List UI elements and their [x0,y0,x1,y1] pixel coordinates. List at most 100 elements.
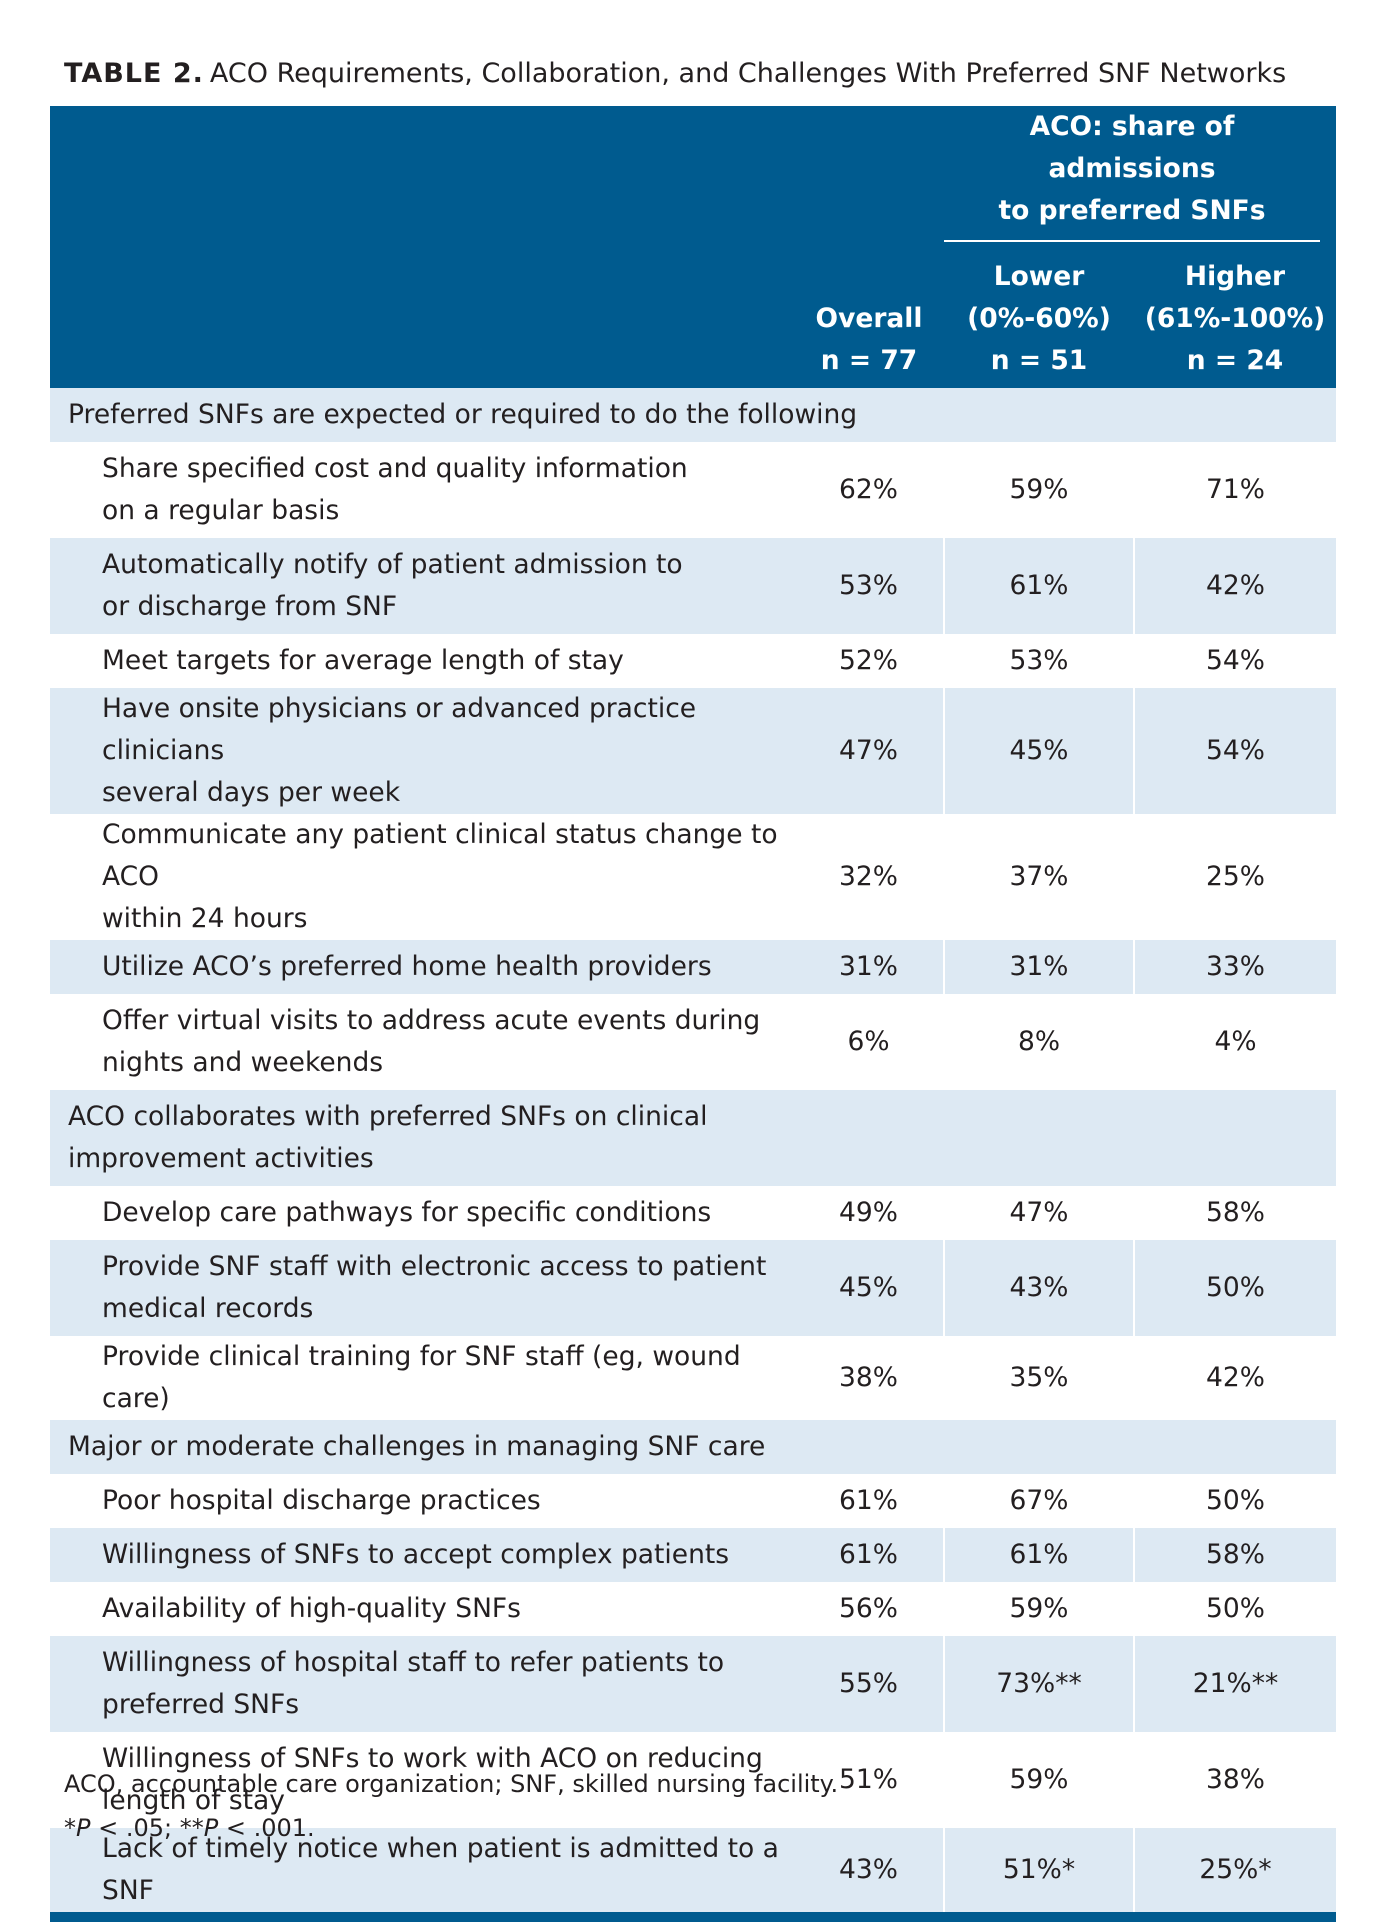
cell-overall: 31% [794,940,945,994]
section-title: Major or moderate challenges in managing… [50,1420,1336,1474]
cell-lower: 73%** [944,1636,1135,1732]
cell-lower: 61% [944,1528,1135,1582]
cell-overall: 45% [794,1240,945,1336]
cell-higher: 33% [1134,940,1336,994]
section-row: Major or moderate challenges in managing… [50,1420,1336,1474]
cell-higher: 50% [1134,1240,1336,1336]
cell-higher: 25% [1206,861,1265,892]
header-group-row: ACO: share of admissions to preferred SN… [50,106,1336,242]
table-row: Meet targets for average length of stay … [50,634,1336,688]
cell-higher: 58% [1206,1197,1265,1228]
footnotes: ACO, accountable care organization; SNF,… [64,1762,838,1850]
cell-lower: 53% [944,634,1135,688]
header-blank-overall [794,106,944,242]
row-label: Willingness of SNFs to accept complex pa… [50,1528,794,1582]
table-caption: TABLE 2. ACO Requirements, Collaboration,… [64,58,1286,89]
cell-lower: 59% [944,1582,1135,1636]
cell-overall: 32% [794,814,945,940]
row-label: Utilize ACO’s preferred home health prov… [50,940,794,994]
table-row: Provide SNF staff with electronic access… [50,1240,1336,1336]
table-row: Provide clinical training for SNF staff … [50,1336,1336,1420]
header-overall-n: n = 77 [820,345,918,376]
header-lower-n: n = 51 [990,345,1088,376]
row-label: Have onsite physicians or advanced pract… [50,688,794,814]
row-label: Provide SNF staff with electronic access… [50,1240,794,1336]
table-row: Automatically notify of patient admissio… [50,538,1336,634]
cell-lower: 45% [944,688,1135,814]
cell-lower: 37% [944,814,1135,940]
row-label: Share specified cost and quality informa… [102,453,688,526]
cell-higher: 21%** [1134,1636,1336,1732]
section-title: ACO collaborates with preferred SNFs on … [50,1090,1336,1186]
footnote-significance: *P < .05; **P < .001. [64,1814,315,1842]
footnote-abbreviations: ACO, accountable care organization; SNF,… [64,1770,839,1798]
table-row: Willingness of SNFs to work with ACO on … [50,1732,1336,1828]
header-group-line1: ACO: share of admissions [1029,111,1235,184]
row-label: Develop care pathways for specific condi… [102,1197,712,1228]
header-higher-range: (61%-100%) [1144,303,1326,334]
table-row: Offer virtual visits to address acute ev… [50,994,1336,1090]
bottom-rule-row [50,1912,1336,1922]
header-group-line2: to preferred SNFs [998,195,1266,226]
cell-lower: 31% [944,940,1135,994]
cell-lower: 51%* [944,1828,1135,1912]
cell-overall: 51% [794,1732,945,1828]
cell-overall: 53% [794,538,945,634]
cell-higher: 58% [1134,1528,1336,1582]
header-group: ACO: share of admissions to preferred SN… [944,106,1336,242]
table-row: Willingness of SNFs to accept complex pa… [50,1528,1336,1582]
row-label: Willingness of hospital staff to refer p… [50,1636,794,1732]
table-row: Willingness of hospital staff to refer p… [50,1636,1336,1732]
row-label: Offer virtual visits to address acute ev… [102,1005,761,1078]
cell-lower: 8% [944,994,1135,1090]
cell-higher: 42% [1134,538,1336,634]
header-label-blank [50,242,794,388]
header-higher-n: n = 24 [1186,345,1284,376]
cell-lower: 43% [944,1240,1135,1336]
table-row: Availability of high-quality SNFs 56% 59… [50,1582,1336,1636]
header-higher: Higher (61%-100%) n = 24 [1134,242,1336,388]
cell-overall: 56% [794,1582,945,1636]
header-lower: Lower (0%-60%) n = 51 [944,242,1134,388]
section-title: Preferred SNFs are expected or required … [50,388,1336,442]
cell-higher: 25%* [1134,1828,1336,1912]
cell-lower: 35% [944,1336,1135,1420]
cell-higher: 54% [1134,688,1336,814]
cell-overall: 62% [794,442,945,538]
row-label: Meet targets for average length of stay [102,645,624,676]
header-lower-title: Lower [993,261,1085,292]
section-row: ACO collaborates with preferred SNFs on … [50,1090,1336,1186]
table-row: Communicate any patient clinical status … [50,814,1336,940]
cell-overall: 38% [794,1336,945,1420]
table-row: Poor hospital discharge practices 61% 67… [50,1474,1336,1528]
cell-lower: 59% [944,1732,1135,1828]
cell-higher: 50% [1206,1485,1265,1516]
header-overall: Overall n = 77 [794,242,944,388]
cell-higher: 42% [1206,1362,1265,1393]
cell-higher: 54% [1206,645,1265,676]
table-row: Share specified cost and quality informa… [50,442,1336,538]
cell-overall: 52% [794,634,945,688]
cell-higher: 38% [1206,1764,1265,1795]
row-label: Poor hospital discharge practices [102,1485,541,1516]
table-row: Utilize ACO’s preferred home health prov… [50,940,1336,994]
cell-overall: 61% [794,1474,945,1528]
table-row: Have onsite physicians or advanced pract… [50,688,1336,814]
table-row: Develop care pathways for specific condi… [50,1186,1336,1240]
header-higher-title: Higher [1184,261,1286,292]
cell-lower: 47% [944,1186,1135,1240]
cell-overall: 61% [794,1528,945,1582]
row-label: Communicate any patient clinical status … [102,819,778,934]
row-label: Provide clinical training for SNF staff … [102,1341,741,1414]
row-label: Availability of high-quality SNFs [102,1593,521,1624]
cell-overall: 49% [794,1186,945,1240]
header-lower-range: (0%-60%) [967,303,1111,334]
row-label: Automatically notify of patient admissio… [50,538,794,634]
table-number: TABLE 2. [64,58,204,89]
cell-overall: 47% [794,688,945,814]
cell-lower: 61% [944,538,1135,634]
cell-overall: 55% [794,1636,945,1732]
header-overall-title: Overall [815,303,923,334]
header-column-row: Overall n = 77 Lower (0%-60%) n = 51 Hig… [50,242,1336,388]
table-title: ACO Requirements, Collaboration, and Cha… [209,58,1287,89]
